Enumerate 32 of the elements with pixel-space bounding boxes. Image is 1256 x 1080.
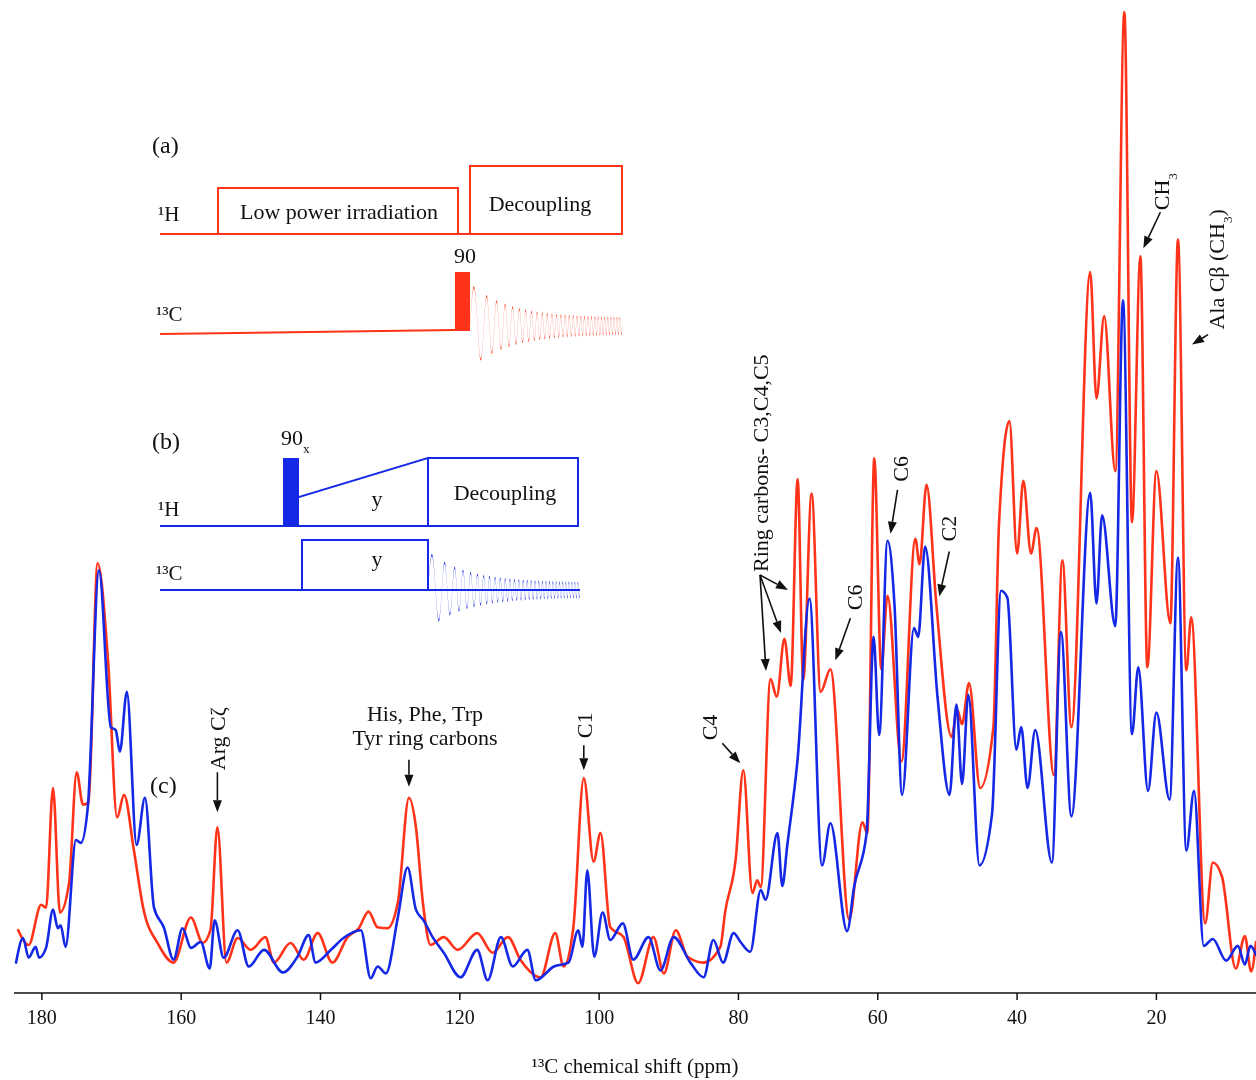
- annotation: (b): [152, 428, 180, 454]
- x-tick-label: 140: [305, 1006, 336, 1028]
- x-tick-label: 20: [1146, 1006, 1167, 1028]
- annotation: Ring carbons- C3,C4,C5: [748, 354, 773, 572]
- annotation: Decoupling: [488, 191, 592, 216]
- x-tick-label: 100: [584, 1006, 615, 1028]
- x-tick-label: 120: [444, 1006, 475, 1028]
- annotation: ¹³C: [156, 302, 183, 326]
- x-tick-label: 40: [1007, 1006, 1028, 1028]
- annotation: y: [371, 546, 383, 571]
- annotation: 90$_{x}$: [281, 425, 310, 456]
- x-tick-label: 180: [26, 1006, 57, 1028]
- annotation: Decoupling: [453, 480, 557, 505]
- annotation: C2: [936, 515, 962, 542]
- annotation: C6: [887, 456, 913, 482]
- annotation: C1: [571, 712, 597, 739]
- annotation: C4: [697, 714, 723, 741]
- annotation: Low power irradiation: [240, 199, 438, 224]
- x-tick-label: 80: [728, 1006, 749, 1028]
- annotation: (a): [152, 132, 179, 158]
- annotation: His, Phe, Trp Tyr ring carbons: [352, 700, 498, 750]
- annotation: ¹H: [158, 202, 180, 226]
- x-tick-label: 160: [166, 1006, 197, 1028]
- x-tick-label: 60: [867, 1006, 888, 1028]
- annotation: 90: [454, 243, 476, 268]
- x-axis-title: ¹³C chemical shift (ppm): [531, 1054, 739, 1078]
- annotation: C6: [842, 584, 868, 611]
- annotation: Arg Cζ: [205, 707, 231, 771]
- annotation: y: [371, 486, 383, 511]
- annotation: ¹³C: [156, 561, 183, 585]
- annotation: ¹H: [158, 497, 180, 521]
- annotation: (c): [150, 772, 177, 798]
